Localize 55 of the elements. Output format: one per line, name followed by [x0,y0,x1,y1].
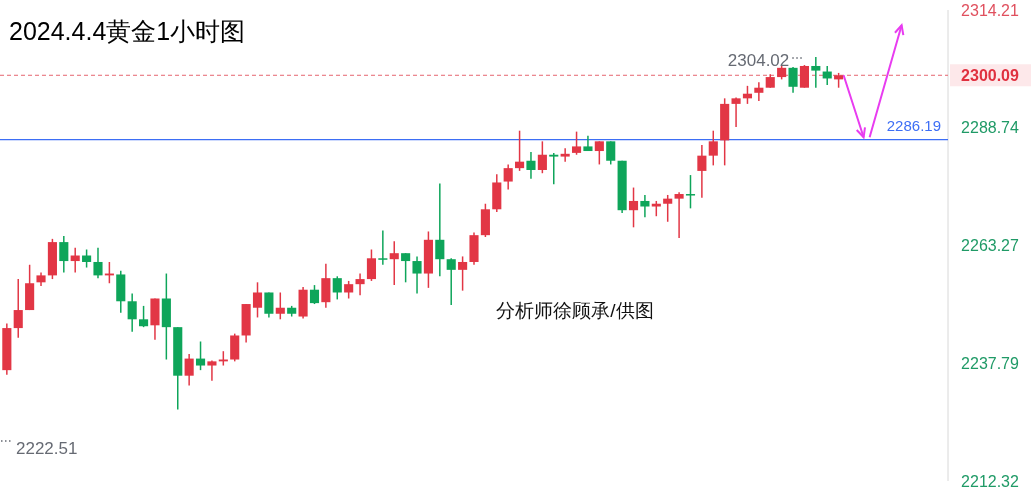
y-tick-label: 2212.32 [961,472,1020,490]
candlestick [389,240,399,286]
candlestick [195,340,206,371]
candlestick [731,96,741,128]
candlestick [503,163,513,191]
candlestick [139,305,149,328]
candlestick [275,291,285,321]
candlestick [594,140,604,166]
y-tick-label: 2288.74 [961,119,1020,137]
y-tick-label: 2314.21 [961,1,1020,19]
annotation: 2222.51 [16,439,78,458]
ref-line-label: 2300.09 [961,66,1020,84]
candlestick [366,248,377,282]
candlestick [207,359,217,382]
candlestick [628,186,639,229]
candlestick [82,248,92,269]
candlestick [549,152,559,186]
candlestick [799,64,809,89]
candlestick [13,278,23,339]
candlestick [93,246,103,279]
candlestick [59,235,69,274]
candlestick [788,66,798,94]
candlestick [697,144,707,199]
candlestick [685,174,696,210]
candlestick [412,255,422,295]
chart-title: 2024.4.4黄金1小时图 [9,17,246,45]
candlestick [708,129,718,167]
candlestick [264,291,274,319]
candlestick [355,272,365,297]
candlestick [526,151,536,180]
candlestick [252,281,263,319]
candlestick [309,284,320,305]
candlestick [560,147,570,163]
candlestick [332,275,342,301]
candlestick [811,56,821,89]
candlestick [435,182,445,278]
candlestick [401,252,411,284]
candlestick [537,140,547,174]
candlestick [515,129,525,172]
candlestick [640,194,650,218]
candlestick [378,229,388,266]
candlestick [606,140,616,166]
annotation: 分析师徐顾承/供图 [496,300,654,321]
annotation: 2304.02 [727,51,790,71]
candlestick [184,353,194,387]
candlestick [663,194,673,223]
y-tick-label: 2237.79 [961,354,1020,372]
candlestick [754,81,764,102]
candlestick [571,130,582,156]
y-tick-label: 2263.27 [961,237,1020,255]
candlestick [458,255,468,292]
candlestick [674,191,684,239]
candlestick [446,257,456,306]
ref-line-label: 2286.19 [886,116,941,134]
candlestick [127,292,137,333]
